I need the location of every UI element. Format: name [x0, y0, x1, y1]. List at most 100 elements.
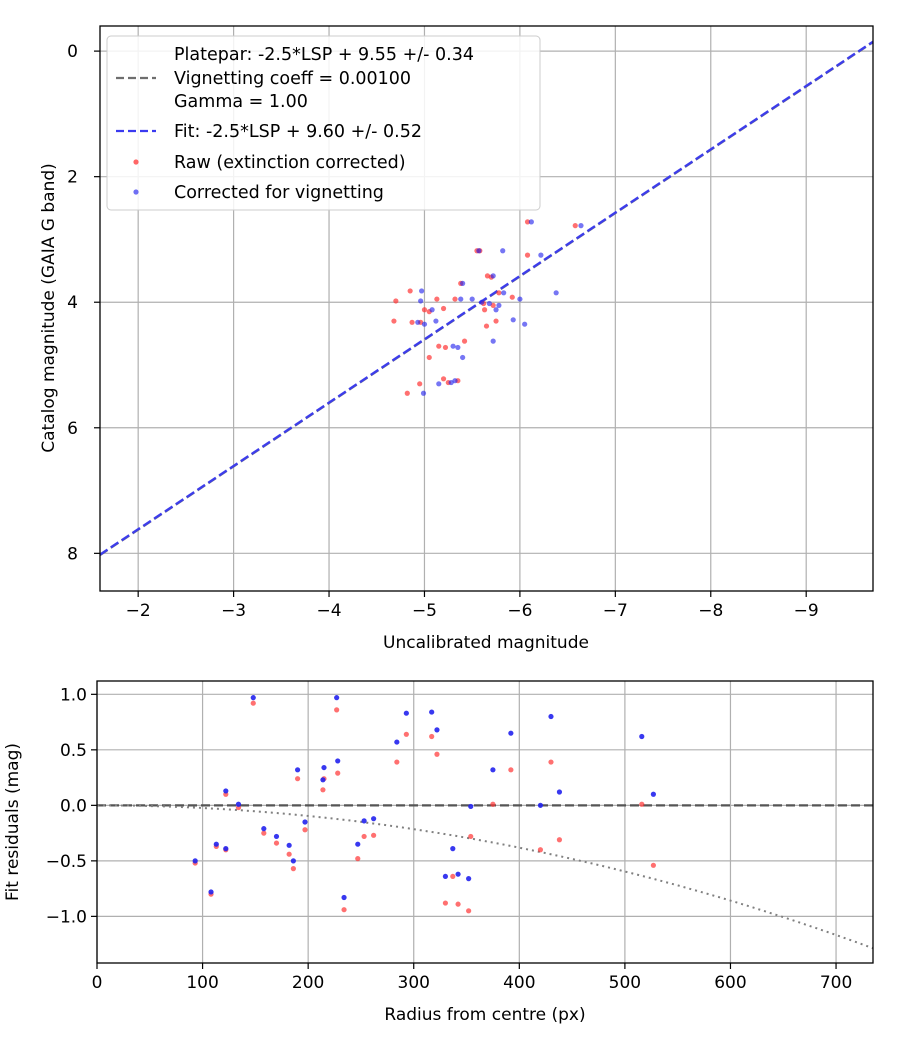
bottom-raw-residual-point [290, 866, 296, 872]
top-y-tick-label: 0 [67, 42, 78, 62]
bottom-corrected-residual-point [335, 758, 341, 764]
bottom-raw-residual-point [548, 759, 554, 765]
bottom-corrected-residual-point [302, 819, 308, 825]
bottom-corrected-residual-point [650, 791, 656, 797]
bottom-raw-residual-point [429, 733, 435, 740]
bottom-raw-residual-point [302, 827, 308, 833]
bottom-x-tick-label: 700 [820, 973, 852, 993]
bottom-corrected-residual-point [403, 710, 409, 716]
top-raw-point [461, 338, 468, 344]
bottom-corrected-residual-point [468, 803, 474, 810]
top-fit-line [99, 40, 874, 556]
bottom-corrected-residual-point [290, 858, 296, 864]
top-raw-point [496, 290, 502, 296]
bottom-corrected-residual-point [490, 767, 496, 773]
legend-box [106, 35, 541, 211]
top-corrected-point [455, 344, 461, 351]
bottom-raw-residual-point [490, 801, 496, 807]
bottom-raw-residual-point [250, 700, 256, 706]
bottom-corrected-residual-point [394, 739, 400, 745]
top-x-tick-label: −5 [412, 601, 437, 621]
bottom-x-tick-label: 400 [503, 973, 535, 993]
bottom-corrected-residual-point [223, 788, 229, 794]
bottom-corrected-residual-point [341, 894, 347, 901]
top-x-tick-label: −6 [507, 601, 532, 621]
bottom-raw-residual-point [556, 837, 563, 843]
top-corrected-point [420, 390, 427, 396]
bottom-y-tick-label: −1.0 [46, 907, 87, 927]
top-x-tick-label: −7 [603, 601, 628, 621]
top-x-tick-label: −3 [221, 601, 246, 621]
top-raw-point [442, 344, 449, 351]
bottom-corrected-residual-point [321, 764, 327, 771]
legend-vignetting: Vignetting coeff = 0.00100 [174, 69, 411, 89]
bottom-corrected-residual-point [213, 841, 219, 847]
top-raw-point [452, 296, 458, 302]
bottom-corrected-residual-point [537, 802, 544, 808]
top-corrected-point [415, 319, 421, 325]
top-raw-point [481, 307, 488, 313]
bottom-corrected-residual-point [450, 846, 456, 852]
top-raw-point [436, 343, 442, 349]
legend-gamma: Gamma = 1.00 [174, 92, 308, 112]
bottom-vignetting-curve [96, 804, 874, 950]
top-corrected-point [450, 343, 456, 349]
bottom-raw-residual-point [341, 907, 347, 913]
bottom-corrected-residual-point [355, 841, 361, 847]
bottom-x-tick-label: 300 [398, 973, 430, 993]
top-raw-point [393, 298, 399, 304]
bottom-corrected-residual-point [556, 789, 563, 795]
bottom-corrected-residual-point [192, 858, 198, 864]
bottom-y-tick-label: −0.5 [46, 852, 87, 872]
bottom-corrected-residual-point [235, 801, 242, 807]
bottom-raw-residual-point [455, 901, 461, 907]
top-corrected-point [510, 317, 516, 323]
bottom-raw-residual-point [434, 751, 440, 757]
residuals-chart: 0 100 200 300 400 500 600 7001.00.50.0−0.5−1.0 … [3, 680, 874, 1025]
bottom-corrected-residual-point [434, 727, 440, 733]
bottom-plot-background [97, 681, 873, 963]
bottom-corrected-residual-point [250, 695, 256, 701]
top-raw-point [572, 223, 578, 229]
top-corrected-point [500, 248, 506, 254]
bottom-y-tick-label: 1.0 [60, 685, 87, 705]
bottom-corrected-residual-point [273, 833, 280, 840]
top-y-axis-label: Catalog magnitude (GAIA G band) [39, 163, 59, 453]
top-raw-point [421, 307, 428, 313]
bottom-raw-residual-point [394, 759, 400, 765]
top-corrected-point [501, 290, 507, 296]
bottom-corrected-residual-point [361, 818, 367, 824]
top-corrected-point [418, 298, 424, 304]
bottom-corrected-residual-point [639, 733, 645, 740]
bottom-corrected-residual-point [261, 826, 267, 832]
bottom-y-tick-label: 0.0 [60, 796, 87, 816]
top-x-tick-label: −8 [698, 601, 723, 621]
bottom-raw-residual-point [335, 770, 341, 776]
top-raw-point [524, 219, 531, 225]
top-x-axis-label: Uncalibrated magnitude [383, 633, 589, 653]
top-data-points [391, 219, 584, 396]
top-raw-point [391, 318, 397, 324]
bottom-raw-residual-point [371, 832, 377, 838]
bottom-x-tick-label: 500 [609, 973, 641, 993]
bottom-raw-residual-point [334, 707, 340, 713]
top-corrected-point [460, 354, 466, 361]
top-corrected-point [476, 248, 482, 254]
bottom-raw-residual-point [320, 787, 326, 793]
bottom-data-points [192, 695, 656, 914]
top-plot-frame [99, 25, 874, 592]
top-raw-point [524, 252, 531, 258]
top-corrected-point [493, 307, 499, 313]
bottom-corrected-residual-point [455, 871, 461, 877]
top-corrected-point [421, 321, 428, 327]
bottom-corrected-residual-point [548, 713, 554, 720]
bottom-x-axis-label: Radius from centre (px) [384, 1005, 585, 1025]
bottom-reference-lines [96, 804, 874, 950]
top-raw-point [440, 376, 447, 382]
top-x-tick-label: −4 [317, 601, 342, 621]
top-raw-point [407, 288, 413, 294]
top-corrected-point [429, 307, 435, 313]
top-fit-lines [99, 40, 874, 556]
top-raw-point [417, 381, 423, 387]
top-raw-point [434, 296, 440, 302]
